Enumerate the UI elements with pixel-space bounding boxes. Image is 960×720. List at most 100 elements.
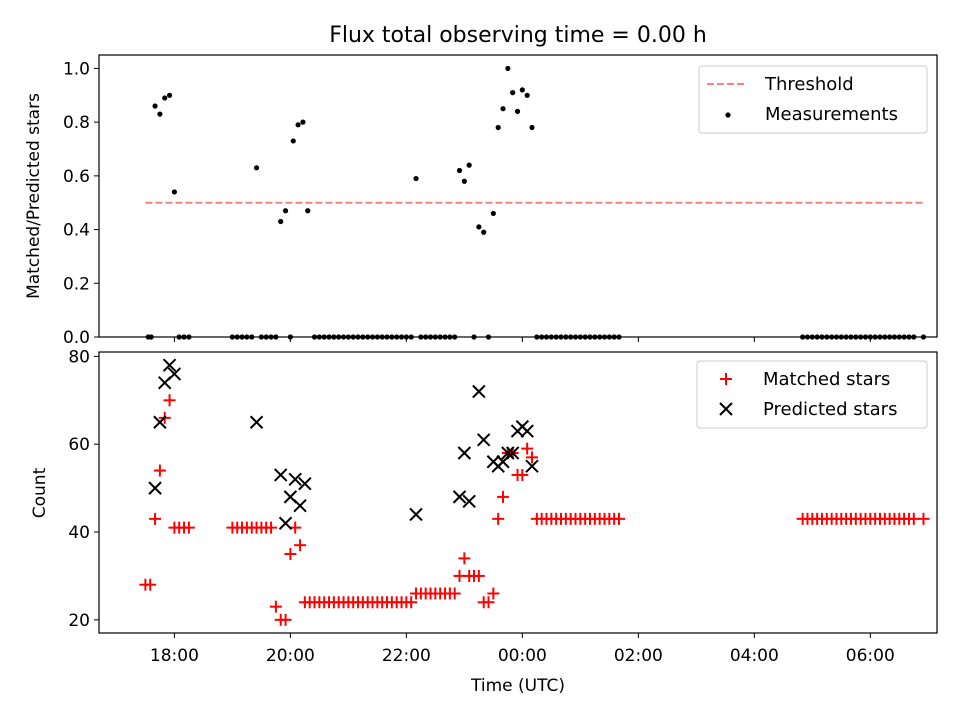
predicted-star-point: [293, 498, 307, 513]
matched-star-point: [613, 512, 626, 525]
predicted-star-point: [249, 415, 264, 429]
matched-star-point: [448, 587, 461, 600]
top-legend: Threshold Measurements: [698, 65, 928, 134]
matched-star-point: [153, 464, 166, 477]
measurement-point: [152, 103, 158, 109]
bottom-legend: Matched stars Predicted stars: [696, 360, 928, 429]
legend-measurements-label: Measurements: [765, 104, 898, 125]
measurement-point: [495, 124, 501, 131]
predicted-star-point: [462, 494, 476, 508]
top-y-axis-ticks: 0.0 0.2 0.4 0.6 0.8 1.0: [63, 59, 99, 348]
bottom-y-tick-label: 60: [68, 435, 90, 455]
predicted-star-point: [288, 472, 302, 487]
matched-star-point: [917, 512, 930, 525]
bottom-y-tick-label: 80: [68, 347, 90, 367]
matched-star-point: [269, 600, 282, 613]
measurement-point: [505, 65, 511, 72]
measurement-point: [519, 87, 525, 93]
measurement-point: [171, 189, 177, 195]
matched-star-point: [294, 539, 307, 552]
legend-matched-label: Matched stars: [763, 369, 890, 390]
measurement-point: [500, 106, 506, 112]
predicted-star-point: [452, 490, 467, 504]
matched-star-point: [279, 613, 292, 626]
top-y-tick-label: 0.0: [63, 328, 90, 348]
predicted-star-point: [457, 446, 472, 460]
matched-star-point: [487, 587, 500, 600]
measurement-point: [305, 208, 311, 214]
measurement-point: [514, 108, 521, 114]
matched-star-point: [144, 578, 157, 591]
measurement-point: [162, 95, 168, 101]
measurement-point: [290, 138, 296, 144]
measurement-point: [166, 92, 173, 98]
predicted-star-point: [525, 459, 539, 473]
measurements-layer: [145, 65, 927, 340]
top-y-tick-label: 1.0: [63, 59, 90, 79]
bottom-plot-frame: [98, 351, 938, 634]
matched-star-point: [265, 521, 278, 534]
top-y-tick-label: 0.8: [63, 113, 90, 133]
measurement-point: [476, 224, 482, 230]
measurement-point: [490, 210, 496, 217]
x-tick-label: 06:00: [846, 646, 895, 666]
matched-stars-layer: [139, 394, 930, 626]
measurement-point: [295, 122, 301, 128]
chart-title: Flux total observing time = 0.00 h: [329, 23, 707, 48]
top-legend-box: [698, 65, 928, 134]
measurement-point: [413, 175, 419, 182]
matched-star-point: [182, 521, 195, 534]
bottom-y-tick-label: 20: [68, 611, 90, 631]
matched-star-point: [482, 596, 495, 609]
x-tick-label: 04:00: [730, 646, 779, 666]
predicted-star-point: [148, 481, 162, 495]
bottom-y-axis-ticks: 20 40 60 80: [68, 347, 99, 631]
predicted-star-point: [167, 367, 182, 381]
legend-predicted-swatch: [719, 402, 733, 416]
predicted-stars-layer: [148, 358, 539, 530]
predicted-star-point: [298, 477, 312, 491]
bottom-y-axis-label: Count: [30, 467, 50, 518]
x-axis-label: Time (UTC): [470, 676, 565, 696]
x-tick-label: 00:00: [498, 646, 547, 666]
x-tick-label: 02:00: [614, 646, 663, 666]
measurement-point: [481, 229, 487, 235]
measurement-point: [282, 208, 289, 214]
matched-star-point: [526, 451, 539, 464]
bottom-y-tick-label: 40: [68, 523, 90, 543]
x-tick-label: 22:00: [382, 646, 431, 666]
legend-predicted-label: Predicted stars: [763, 399, 897, 420]
predicted-star-point: [505, 446, 520, 460]
measurement-point: [510, 90, 516, 96]
bottom-x-axis-ticks: 18:00 20:00 22:00 00:00 02:00 04:00 06:00: [150, 633, 895, 666]
measurement-point: [253, 165, 260, 171]
predicted-star-point: [520, 424, 534, 438]
matched-star-point: [472, 569, 485, 582]
top-plot-frame: [98, 54, 938, 338]
predicted-star-point: [162, 358, 177, 372]
top-y-tick-label: 0.4: [63, 221, 90, 241]
top-x-axis-ticks: [173, 337, 871, 342]
measurement-point: [466, 162, 472, 168]
x-tick-label: 18:00: [150, 646, 199, 666]
top-y-axis-label: Matched/Predicted stars: [24, 93, 44, 299]
legend-measurements-swatch: [725, 112, 731, 118]
matched-star-point: [163, 394, 176, 407]
measurement-point: [456, 167, 463, 174]
bottom-panel: 20 40 60 80 18:00 20:00 22:00 00:00 02:00 04:00 0…: [30, 347, 938, 696]
top-y-tick-label: 0.6: [63, 167, 90, 187]
top-y-tick-label: 0.2: [63, 274, 90, 294]
predicted-star-point: [153, 415, 167, 429]
predicted-star-point: [476, 433, 491, 447]
measurement-point: [529, 124, 535, 131]
matched-star-point: [521, 442, 534, 455]
x-tick-label: 20:00: [266, 646, 315, 666]
predicted-star-point: [278, 516, 293, 530]
matched-star-point: [492, 512, 505, 525]
top-panel: 0.0 0.2 0.4 0.6 0.8 1.0 Matched/Predicted sta…: [24, 54, 938, 348]
matched-star-point: [516, 468, 529, 481]
legend-threshold-label: Threshold: [764, 74, 854, 95]
predicted-star-point: [274, 468, 288, 482]
measurement-point: [157, 111, 163, 117]
